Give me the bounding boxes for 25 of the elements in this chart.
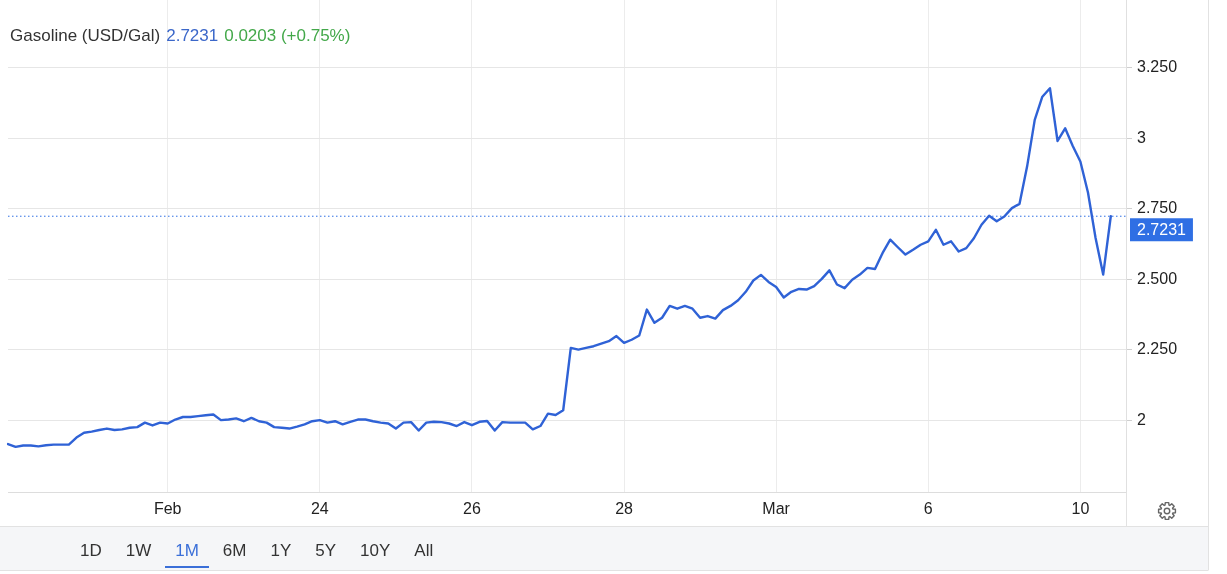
annotation: 0.0203 (+0.75%) <box>224 26 351 45</box>
text: 10Y <box>359 541 392 562</box>
y-tick-label: 3 <box>1137 128 1146 146</box>
text: 1D <box>79 541 103 562</box>
annotation: 2.7231 <box>166 26 219 45</box>
x-tick-label: 28 <box>615 500 634 518</box>
text: 1Y <box>269 541 293 562</box>
text: Gasoline (USD/Gal) <box>10 26 161 45</box>
x-tick-label: Mar <box>762 500 791 518</box>
x-tick-label: Feb <box>153 500 182 518</box>
y-tick-label: 2.750 <box>1137 199 1178 217</box>
y-tick-label: 2.250 <box>1137 340 1178 358</box>
x-tick-label: 6 <box>923 500 933 518</box>
y-tick-label: 2.500 <box>1137 269 1178 287</box>
x-tick-label: 10 <box>1071 500 1090 518</box>
y-tick-label: 2 <box>1137 410 1146 428</box>
ref-line-label: 2.7231 <box>1137 220 1187 238</box>
x-tick-label: 24 <box>310 500 329 518</box>
text: 1M <box>165 541 209 568</box>
text: 5Y <box>314 541 338 562</box>
text: 6M <box>221 541 248 562</box>
text: All <box>413 541 435 562</box>
y-tick-label: 3.250 <box>1137 58 1178 76</box>
x-tick-label: 26 <box>463 500 481 518</box>
text: 1W <box>124 541 153 562</box>
